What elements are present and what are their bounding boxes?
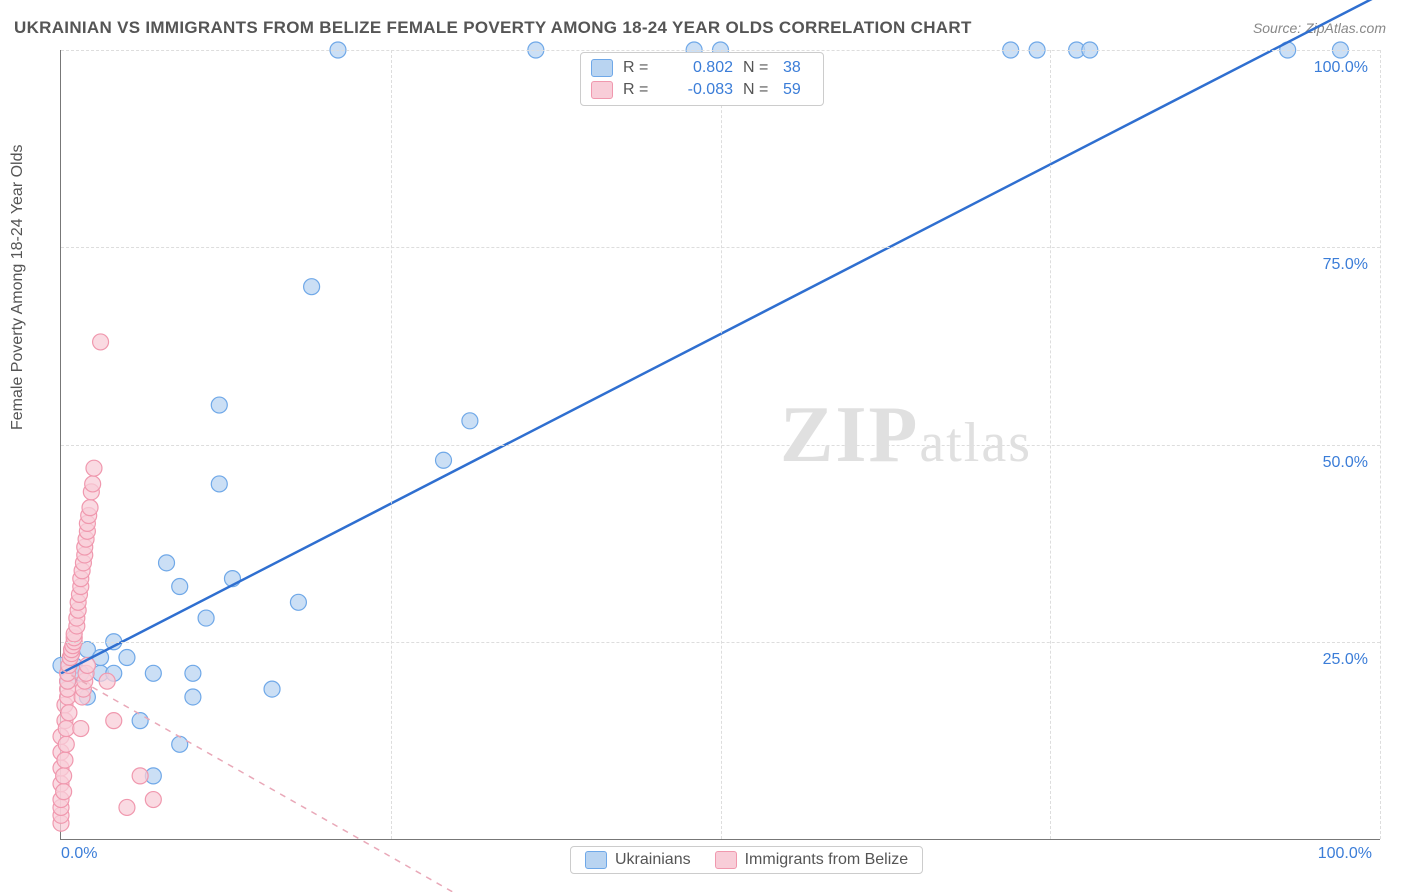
legend-item: Immigrants from Belize bbox=[715, 851, 909, 869]
r-label: R = bbox=[623, 81, 653, 99]
chart-container: { "title": "UKRAINIAN VS IMMIGRANTS FROM… bbox=[0, 0, 1406, 892]
scatter-point bbox=[82, 500, 98, 516]
x-tick-max: 100.0% bbox=[1318, 845, 1372, 863]
r-label: R = bbox=[623, 59, 653, 77]
legend-row: R = 0.802 N = 38 bbox=[591, 57, 813, 79]
legend-swatch bbox=[585, 851, 607, 869]
source-label: Source: ZipAtlas.com bbox=[1253, 20, 1386, 36]
scatter-point bbox=[58, 721, 74, 737]
scatter-point bbox=[119, 650, 135, 666]
scatter-point bbox=[73, 721, 89, 737]
correlation-legend: R = 0.802 N = 38 R = -0.083 N = 59 bbox=[580, 52, 824, 106]
gridline-vertical bbox=[391, 50, 392, 839]
scatter-point bbox=[86, 460, 102, 476]
legend-swatch bbox=[591, 81, 613, 99]
scatter-point bbox=[172, 736, 188, 752]
n-label: N = bbox=[743, 59, 773, 77]
legend-label: Immigrants from Belize bbox=[745, 851, 909, 869]
scatter-point bbox=[185, 665, 201, 681]
scatter-point bbox=[304, 279, 320, 295]
scatter-point bbox=[93, 334, 109, 350]
scatter-point bbox=[85, 476, 101, 492]
scatter-point bbox=[61, 705, 77, 721]
n-value: 59 bbox=[783, 81, 813, 99]
scatter-point bbox=[57, 752, 73, 768]
scatter-point bbox=[119, 799, 135, 815]
y-tick-label: 100.0% bbox=[1314, 59, 1368, 77]
legend-row: R = -0.083 N = 59 bbox=[591, 79, 813, 101]
watermark-zip: ZIP bbox=[780, 391, 919, 479]
scatter-point bbox=[145, 665, 161, 681]
gridline-vertical bbox=[1050, 50, 1051, 839]
chart-title: UKRAINIAN VS IMMIGRANTS FROM BELIZE FEMA… bbox=[14, 18, 972, 38]
y-axis-label: Female Poverty Among 18-24 Year Olds bbox=[9, 145, 27, 431]
watermark: ZIPatlas bbox=[780, 390, 1032, 481]
y-tick-label: 50.0% bbox=[1323, 454, 1368, 472]
scatter-point bbox=[185, 689, 201, 705]
scatter-point bbox=[172, 579, 188, 595]
scatter-point bbox=[58, 736, 74, 752]
scatter-point bbox=[211, 476, 227, 492]
n-value: 38 bbox=[783, 59, 813, 77]
legend-label: Ukrainians bbox=[615, 851, 691, 869]
gridline-vertical bbox=[1380, 50, 1381, 839]
scatter-point bbox=[132, 713, 148, 729]
r-value: -0.083 bbox=[663, 81, 733, 99]
watermark-atlas: atlas bbox=[919, 412, 1032, 474]
n-label: N = bbox=[743, 81, 773, 99]
scatter-point bbox=[290, 594, 306, 610]
scatter-point bbox=[436, 452, 452, 468]
scatter-point bbox=[264, 681, 280, 697]
scatter-point bbox=[198, 610, 214, 626]
r-value: 0.802 bbox=[663, 59, 733, 77]
scatter-point bbox=[56, 784, 72, 800]
legend-swatch bbox=[715, 851, 737, 869]
legend-swatch bbox=[591, 59, 613, 77]
scatter-point bbox=[132, 768, 148, 784]
plot-area: 25.0%50.0%75.0%100.0%0.0%100.0% bbox=[60, 50, 1380, 840]
x-tick-min: 0.0% bbox=[61, 845, 97, 863]
scatter-point bbox=[106, 713, 122, 729]
scatter-point bbox=[159, 555, 175, 571]
series-legend: Ukrainians Immigrants from Belize bbox=[570, 846, 923, 874]
scatter-point bbox=[211, 397, 227, 413]
y-tick-label: 75.0% bbox=[1323, 256, 1368, 274]
gridline-vertical bbox=[721, 50, 722, 839]
scatter-point bbox=[462, 413, 478, 429]
y-tick-label: 25.0% bbox=[1323, 651, 1368, 669]
scatter-point bbox=[56, 768, 72, 784]
scatter-point bbox=[99, 673, 115, 689]
scatter-point bbox=[145, 792, 161, 808]
legend-item: Ukrainians bbox=[585, 851, 691, 869]
